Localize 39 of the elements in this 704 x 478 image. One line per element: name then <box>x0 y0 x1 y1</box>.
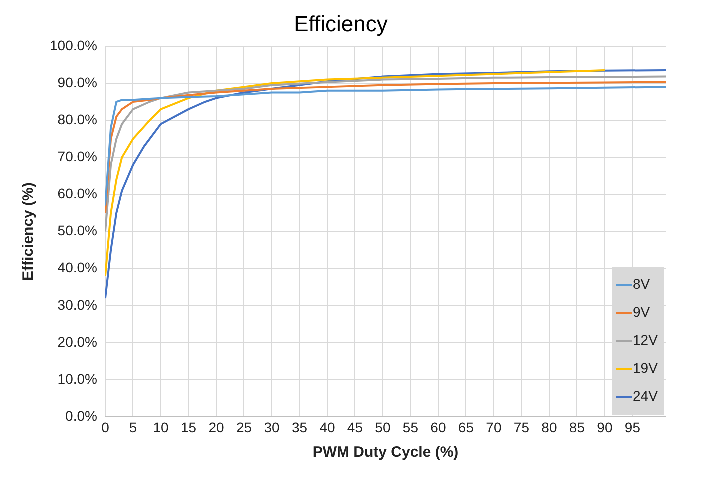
x-tick-label: 0 <box>102 419 110 436</box>
x-tick-label: 30 <box>264 419 280 436</box>
x-tick-label: 95 <box>624 419 641 436</box>
y-tick-label: 70.0% <box>58 148 98 164</box>
y-tick-label: 80.0% <box>58 111 98 128</box>
x-tick-label: 50 <box>375 419 391 436</box>
x-tick-label: 90 <box>597 419 613 436</box>
legend-label: 19V <box>633 360 659 376</box>
x-tick-label: 65 <box>458 419 474 436</box>
x-tick-label: 55 <box>402 419 419 436</box>
y-tick-label: 60.0% <box>58 186 98 202</box>
x-tick-label: 10 <box>153 419 169 436</box>
legend-label: 24V <box>633 388 659 404</box>
y-tick-label: 100.0% <box>50 37 98 54</box>
x-tick-label: 15 <box>180 419 197 436</box>
y-tick-label: 10.0% <box>58 370 98 387</box>
x-tick-label: 35 <box>292 419 308 436</box>
legend-label: 9V <box>633 304 651 320</box>
x-tick-label: 60 <box>430 419 446 436</box>
y-tick-label: 90.0% <box>58 74 98 90</box>
x-tick-label: 20 <box>208 419 224 436</box>
x-tick-label: 45 <box>347 419 364 436</box>
y-tick-label: 30.0% <box>58 296 98 313</box>
x-tick-label: 80 <box>542 419 558 436</box>
y-tick-label: 20.0% <box>58 334 98 350</box>
x-tick-label: 70 <box>486 419 502 436</box>
legend-label: 8V <box>633 276 651 292</box>
y-tick-label: 0.0% <box>66 408 98 424</box>
y-axis-title: Efficiency (%) <box>20 182 38 281</box>
x-tick-label: 40 <box>320 419 336 436</box>
x-tick-label: 85 <box>569 419 586 436</box>
legend-label: 12V <box>633 332 659 348</box>
x-tick-label: 5 <box>129 419 138 436</box>
x-tick-label: 25 <box>236 419 252 436</box>
y-tick-label: 50.0% <box>58 222 98 239</box>
y-tick-label: 40.0% <box>58 260 98 276</box>
x-axis-title: PWM Duty Cycle (%) <box>312 444 459 462</box>
x-tick-label: 75 <box>514 419 530 436</box>
chart-title: Efficiency <box>294 11 388 36</box>
